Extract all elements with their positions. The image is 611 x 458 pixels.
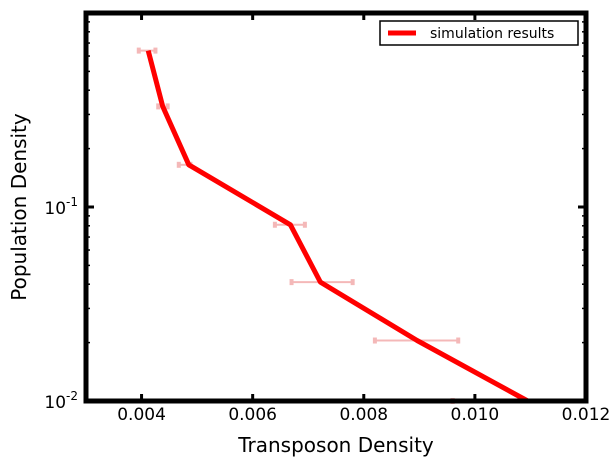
x-tick-label: 0.012 [562, 405, 611, 425]
legend: simulation results [379, 20, 579, 46]
legend-label: simulation results [430, 26, 554, 42]
plot-area [136, 47, 529, 404]
series-line-simulation-results [145, 49, 529, 404]
y-tick-label: 10-2 [44, 389, 78, 413]
y-tick-labels: 10-1 10-2 [44, 195, 78, 413]
axis-ticks [86, 13, 588, 403]
y-tick-label: 10-1 [44, 195, 78, 219]
x-tick-label: 0.008 [339, 405, 388, 425]
x-tick-labels: 0.004 0.006 0.008 0.010 0.012 [117, 405, 610, 425]
x-tick-label: 0.006 [228, 405, 277, 425]
x-tick-label: 0.010 [451, 405, 500, 425]
x-axis-title: Transposon Density [237, 433, 434, 457]
y-axis-title: Population Density [7, 113, 31, 301]
plot-frame [83, 10, 589, 404]
errorbars [136, 47, 461, 404]
x-tick-label: 0.004 [117, 405, 166, 425]
